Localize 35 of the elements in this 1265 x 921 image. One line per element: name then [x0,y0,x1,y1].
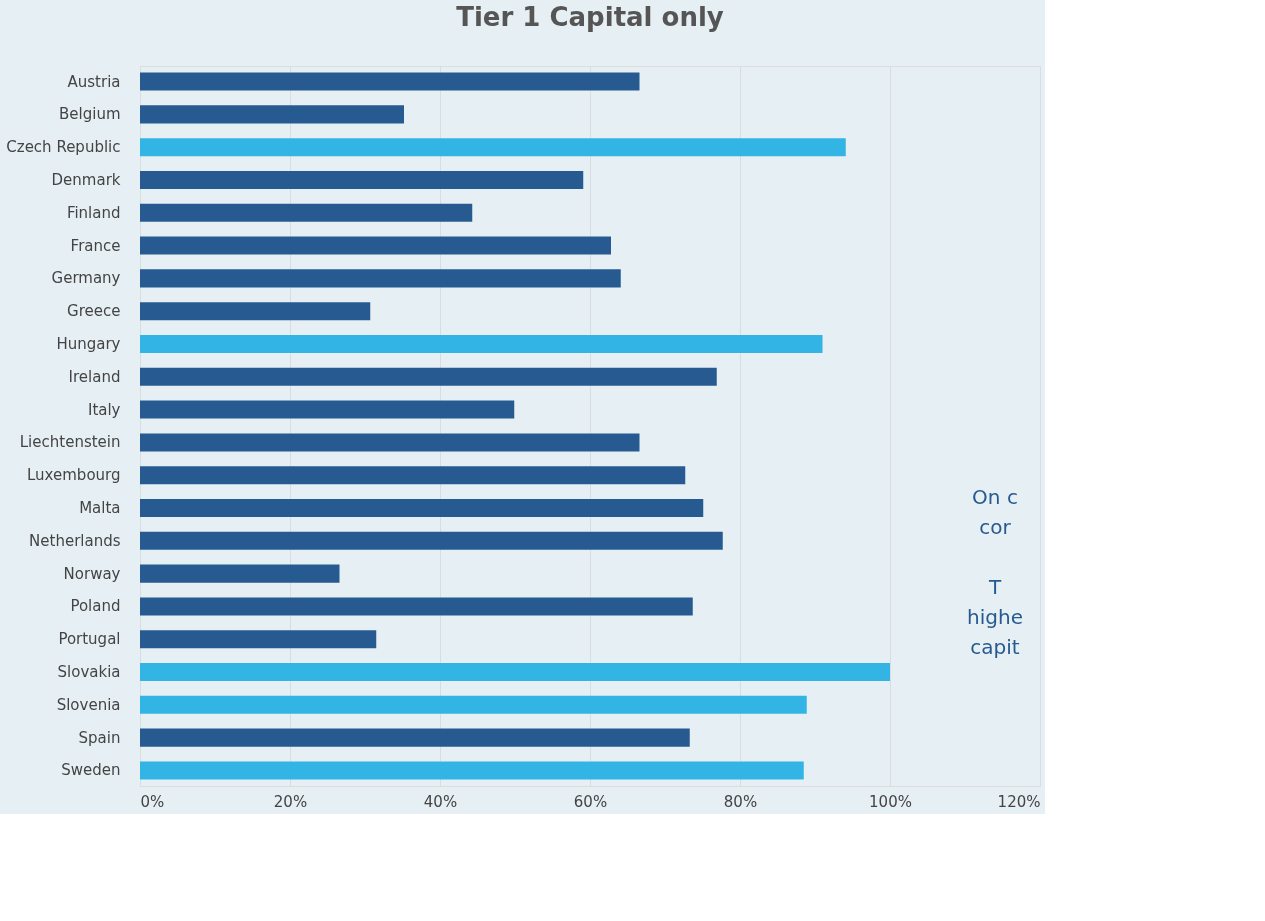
x-tick-label: 100% [869,792,912,811]
annotation: On c [972,485,1018,509]
y-tick-label: Portugal [58,630,121,649]
chart-title: Tier 1 Capital only [456,2,724,32]
y-tick-label: Austria [67,72,121,91]
y-tick-label: Norway [63,564,121,583]
y-tick-label: Denmark [51,170,121,189]
y-tick-label: Poland [70,597,121,616]
x-tick-label: 80% [723,792,758,811]
y-tick-label: Greece [67,302,121,321]
y-tick-label: Netherlands [29,531,121,550]
y-tick-label: France [70,236,121,255]
y-tick-label: Ireland [68,367,121,386]
y-tick-label: Germany [51,269,121,288]
y-tick-label: Luxembourg [27,466,121,485]
y-tick-label: Sweden [61,761,121,780]
annotation: highe [967,605,1023,629]
x-tick-label: 20% [273,792,308,811]
annotation: T [987,575,1002,599]
annotation: capit [970,635,1020,659]
y-tick-label: Belgium [59,105,121,124]
y-tick-label: Czech Republic [6,138,121,157]
y-tick-label: Finland [66,203,121,222]
y-tick-label: Spain [78,728,121,747]
y-tick-label: Italy [87,400,121,419]
y-tick-label: Hungary [56,335,121,353]
x-tick-label: 120% [997,792,1041,811]
y-tick-label: Slovenia [56,695,121,714]
annotation: cor [979,515,1012,539]
x-tick-label: 60% [573,792,608,811]
y-tick-label: Slovakia [57,663,121,682]
y-tick-label: Malta [79,499,121,517]
y-tick-label: Liechtenstein [19,433,121,452]
x-tick-label: 40% [423,792,458,811]
x-tick-label: 0% [140,792,165,811]
